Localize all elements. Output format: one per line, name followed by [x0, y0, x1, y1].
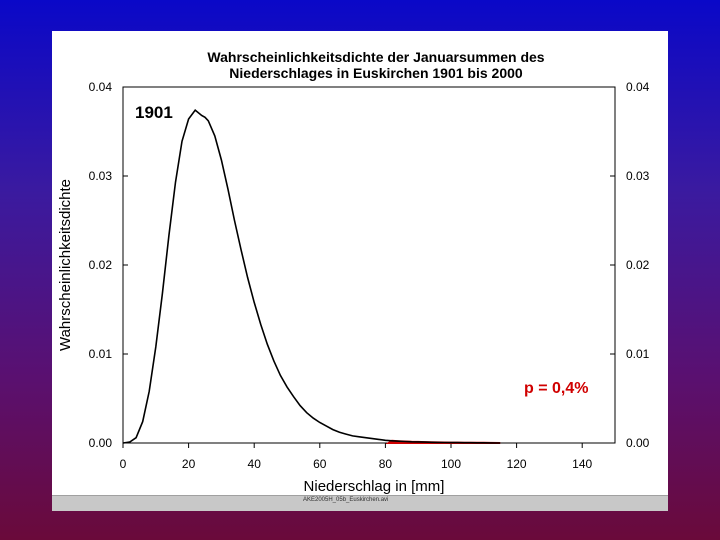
footer-bar [52, 495, 668, 511]
x-tick-label: 20 [182, 457, 196, 471]
x-axis-label: Niederschlag in [mm] [304, 478, 445, 495]
y-tick-label-right: 0.04 [626, 80, 650, 94]
y-tick-label-left: 0.03 [89, 169, 113, 183]
x-tick-label: 100 [441, 457, 461, 471]
slide-background [52, 31, 668, 510]
probability-annotation: p = 0,4% [524, 380, 588, 397]
x-tick-label: 140 [572, 457, 592, 471]
y-tick-label-right: 0.01 [626, 347, 650, 361]
x-tick-label: 120 [507, 457, 527, 471]
chart-title-line-2: Niederschlages in Euskirchen 1901 bis 20… [229, 65, 523, 81]
x-tick-label: 80 [379, 457, 393, 471]
y-tick-label-right: 0.00 [626, 436, 650, 450]
y-tick-label-right: 0.03 [626, 169, 650, 183]
x-tick-label: 60 [313, 457, 327, 471]
x-tick-label: 40 [248, 457, 262, 471]
x-tick-label: 0 [120, 457, 127, 471]
footer-filename: AKE2005H_05b_Euskirchen.avi [303, 497, 389, 503]
y-tick-label-right: 0.02 [626, 258, 650, 272]
y-tick-label-left: 0.01 [89, 347, 113, 361]
chart-title-line-1: Wahrscheinlichkeitsdichte der Januarsumm… [207, 49, 544, 65]
y-tick-label-left: 0.02 [89, 258, 113, 272]
y-axis-label: Wahrscheinlichkeitsdichte [57, 179, 74, 351]
y-tick-label-left: 0.04 [89, 80, 113, 94]
year-annotation: 1901 [135, 103, 173, 122]
y-tick-label-left: 0.00 [89, 436, 113, 450]
density-curve [122, 108, 501, 444]
